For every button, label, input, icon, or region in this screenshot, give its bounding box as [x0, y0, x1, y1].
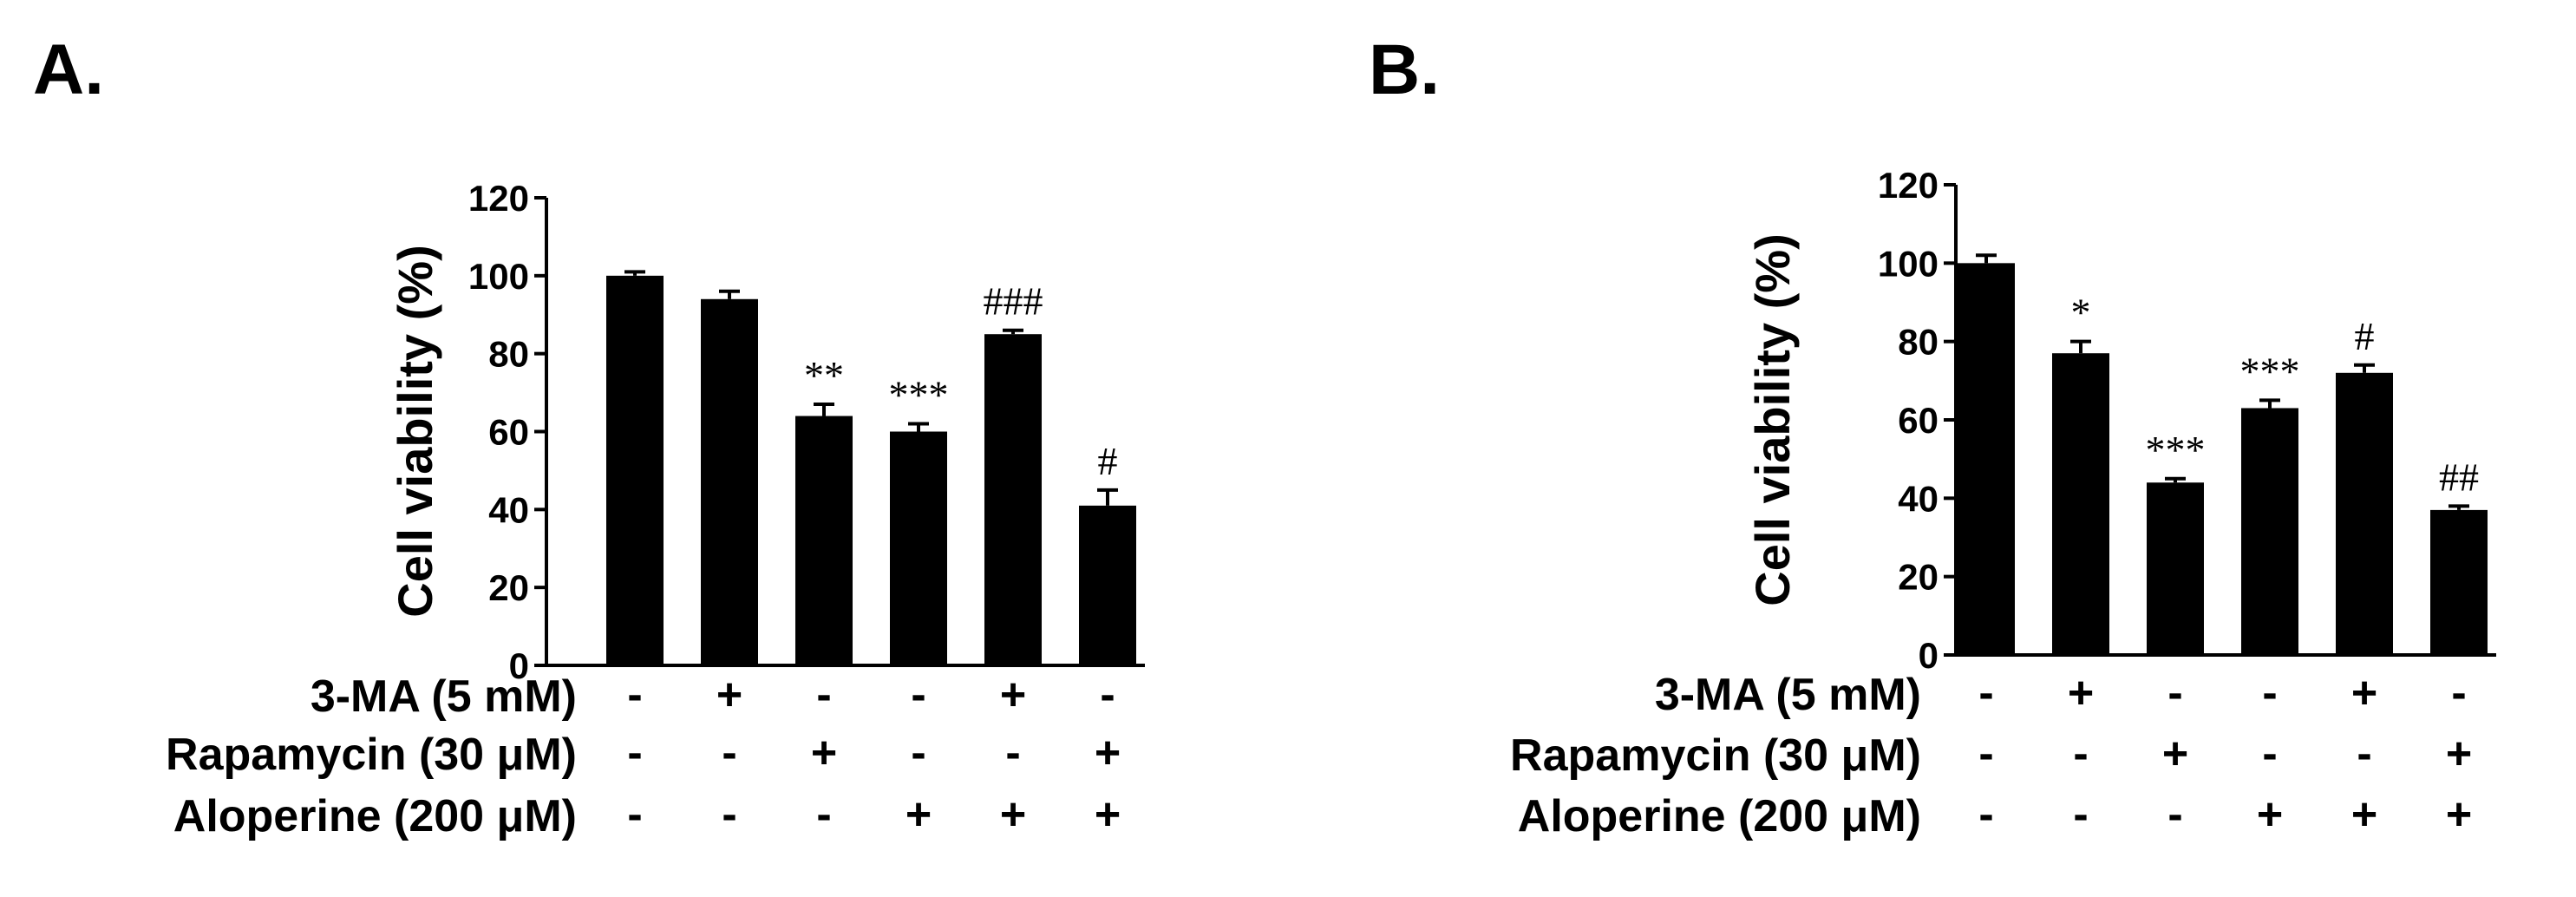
condition-sign: - [627, 789, 642, 840]
condition-label: 3-MA (5 mM) [1655, 670, 1921, 720]
condition-sign: + [906, 789, 932, 840]
condition-sign: + [811, 728, 837, 778]
condition-sign: - [816, 789, 831, 840]
condition-sign: + [716, 670, 742, 720]
y-tick-label: 100 [1878, 243, 1939, 284]
condition-sign: - [1978, 668, 1993, 718]
bar [606, 275, 664, 665]
y-tick-label: 20 [488, 567, 529, 608]
y-tick-label: 120 [468, 178, 529, 219]
y-tick-label: 80 [488, 334, 529, 375]
bar [701, 298, 758, 665]
y-tick-label: 60 [1898, 400, 1939, 441]
bar [984, 334, 1042, 665]
significance-label: ### [984, 279, 1043, 324]
condition-sign: + [2257, 789, 2283, 840]
condition-sign: - [627, 670, 642, 720]
condition-sign: + [1000, 789, 1026, 840]
bar [890, 431, 947, 665]
condition-sign: + [2068, 668, 2094, 718]
condition-sign: - [2167, 789, 2182, 840]
y-axis-label: Cell viability (%) [388, 245, 442, 617]
significance-label: *** [889, 373, 949, 417]
condition-sign: + [2446, 729, 2472, 779]
bar [2052, 353, 2109, 655]
condition-sign: - [2262, 668, 2277, 718]
condition-sign: - [1005, 728, 1020, 778]
significance-label: # [2355, 314, 2375, 358]
condition-sign: - [2073, 789, 2088, 840]
condition-sign: - [2073, 729, 2088, 779]
y-tick-label: 80 [1898, 322, 1939, 363]
significance-label: # [1098, 439, 1118, 483]
significance-label: ** [804, 353, 844, 397]
y-tick-label: 60 [488, 412, 529, 453]
condition-sign: - [911, 728, 925, 778]
condition-label: Aloperine (200 μM) [173, 791, 577, 841]
y-tick-label: 0 [1919, 635, 1939, 676]
bar [1079, 505, 1136, 665]
bar [2430, 509, 2488, 655]
y-tick-label: 40 [1898, 478, 1939, 519]
condition-sign: + [2162, 729, 2188, 779]
condition-label: Rapamycin (30 μM) [166, 730, 577, 780]
bar [2241, 408, 2298, 655]
condition-sign: + [1095, 789, 1121, 840]
condition-sign: - [816, 670, 831, 720]
condition-sign: - [722, 728, 736, 778]
significance-label: *** [2240, 349, 2300, 393]
significance-label: *** [2146, 428, 2206, 472]
condition-sign: - [722, 789, 736, 840]
bar [2147, 482, 2204, 655]
condition-sign: - [911, 670, 925, 720]
y-axis-label: Cell viability (%) [1745, 233, 1800, 606]
condition-sign: + [2351, 668, 2377, 718]
y-tick-label: 120 [1878, 165, 1939, 206]
condition-label: 3-MA (5 mM) [311, 671, 577, 722]
condition-sign: + [2351, 789, 2377, 840]
y-tick-label: 20 [1898, 557, 1939, 598]
condition-sign: - [2357, 729, 2371, 779]
condition-sign: - [1978, 789, 1993, 840]
y-tick-label: 40 [488, 489, 529, 530]
significance-label: ## [2439, 455, 2479, 499]
condition-sign: - [1100, 670, 1115, 720]
y-tick-label: 100 [468, 256, 529, 297]
condition-sign: + [1000, 670, 1026, 720]
condition-sign: - [2262, 729, 2277, 779]
condition-sign: + [1095, 728, 1121, 778]
bar [1958, 263, 2015, 655]
condition-label: Rapamycin (30 μM) [1510, 730, 1921, 781]
panel-letter: A. [33, 30, 104, 109]
significance-label: * [2071, 291, 2091, 335]
condition-sign: + [2446, 789, 2472, 840]
condition-sign: - [2167, 668, 2182, 718]
bar [2336, 372, 2393, 655]
condition-sign: - [1978, 729, 1993, 779]
y-tick-label: 0 [509, 645, 529, 686]
panel-letter: B. [1369, 30, 1440, 109]
condition-label: Aloperine (200 μM) [1518, 791, 1921, 841]
condition-sign: - [627, 728, 642, 778]
bar [795, 416, 853, 665]
condition-sign: - [2451, 668, 2466, 718]
